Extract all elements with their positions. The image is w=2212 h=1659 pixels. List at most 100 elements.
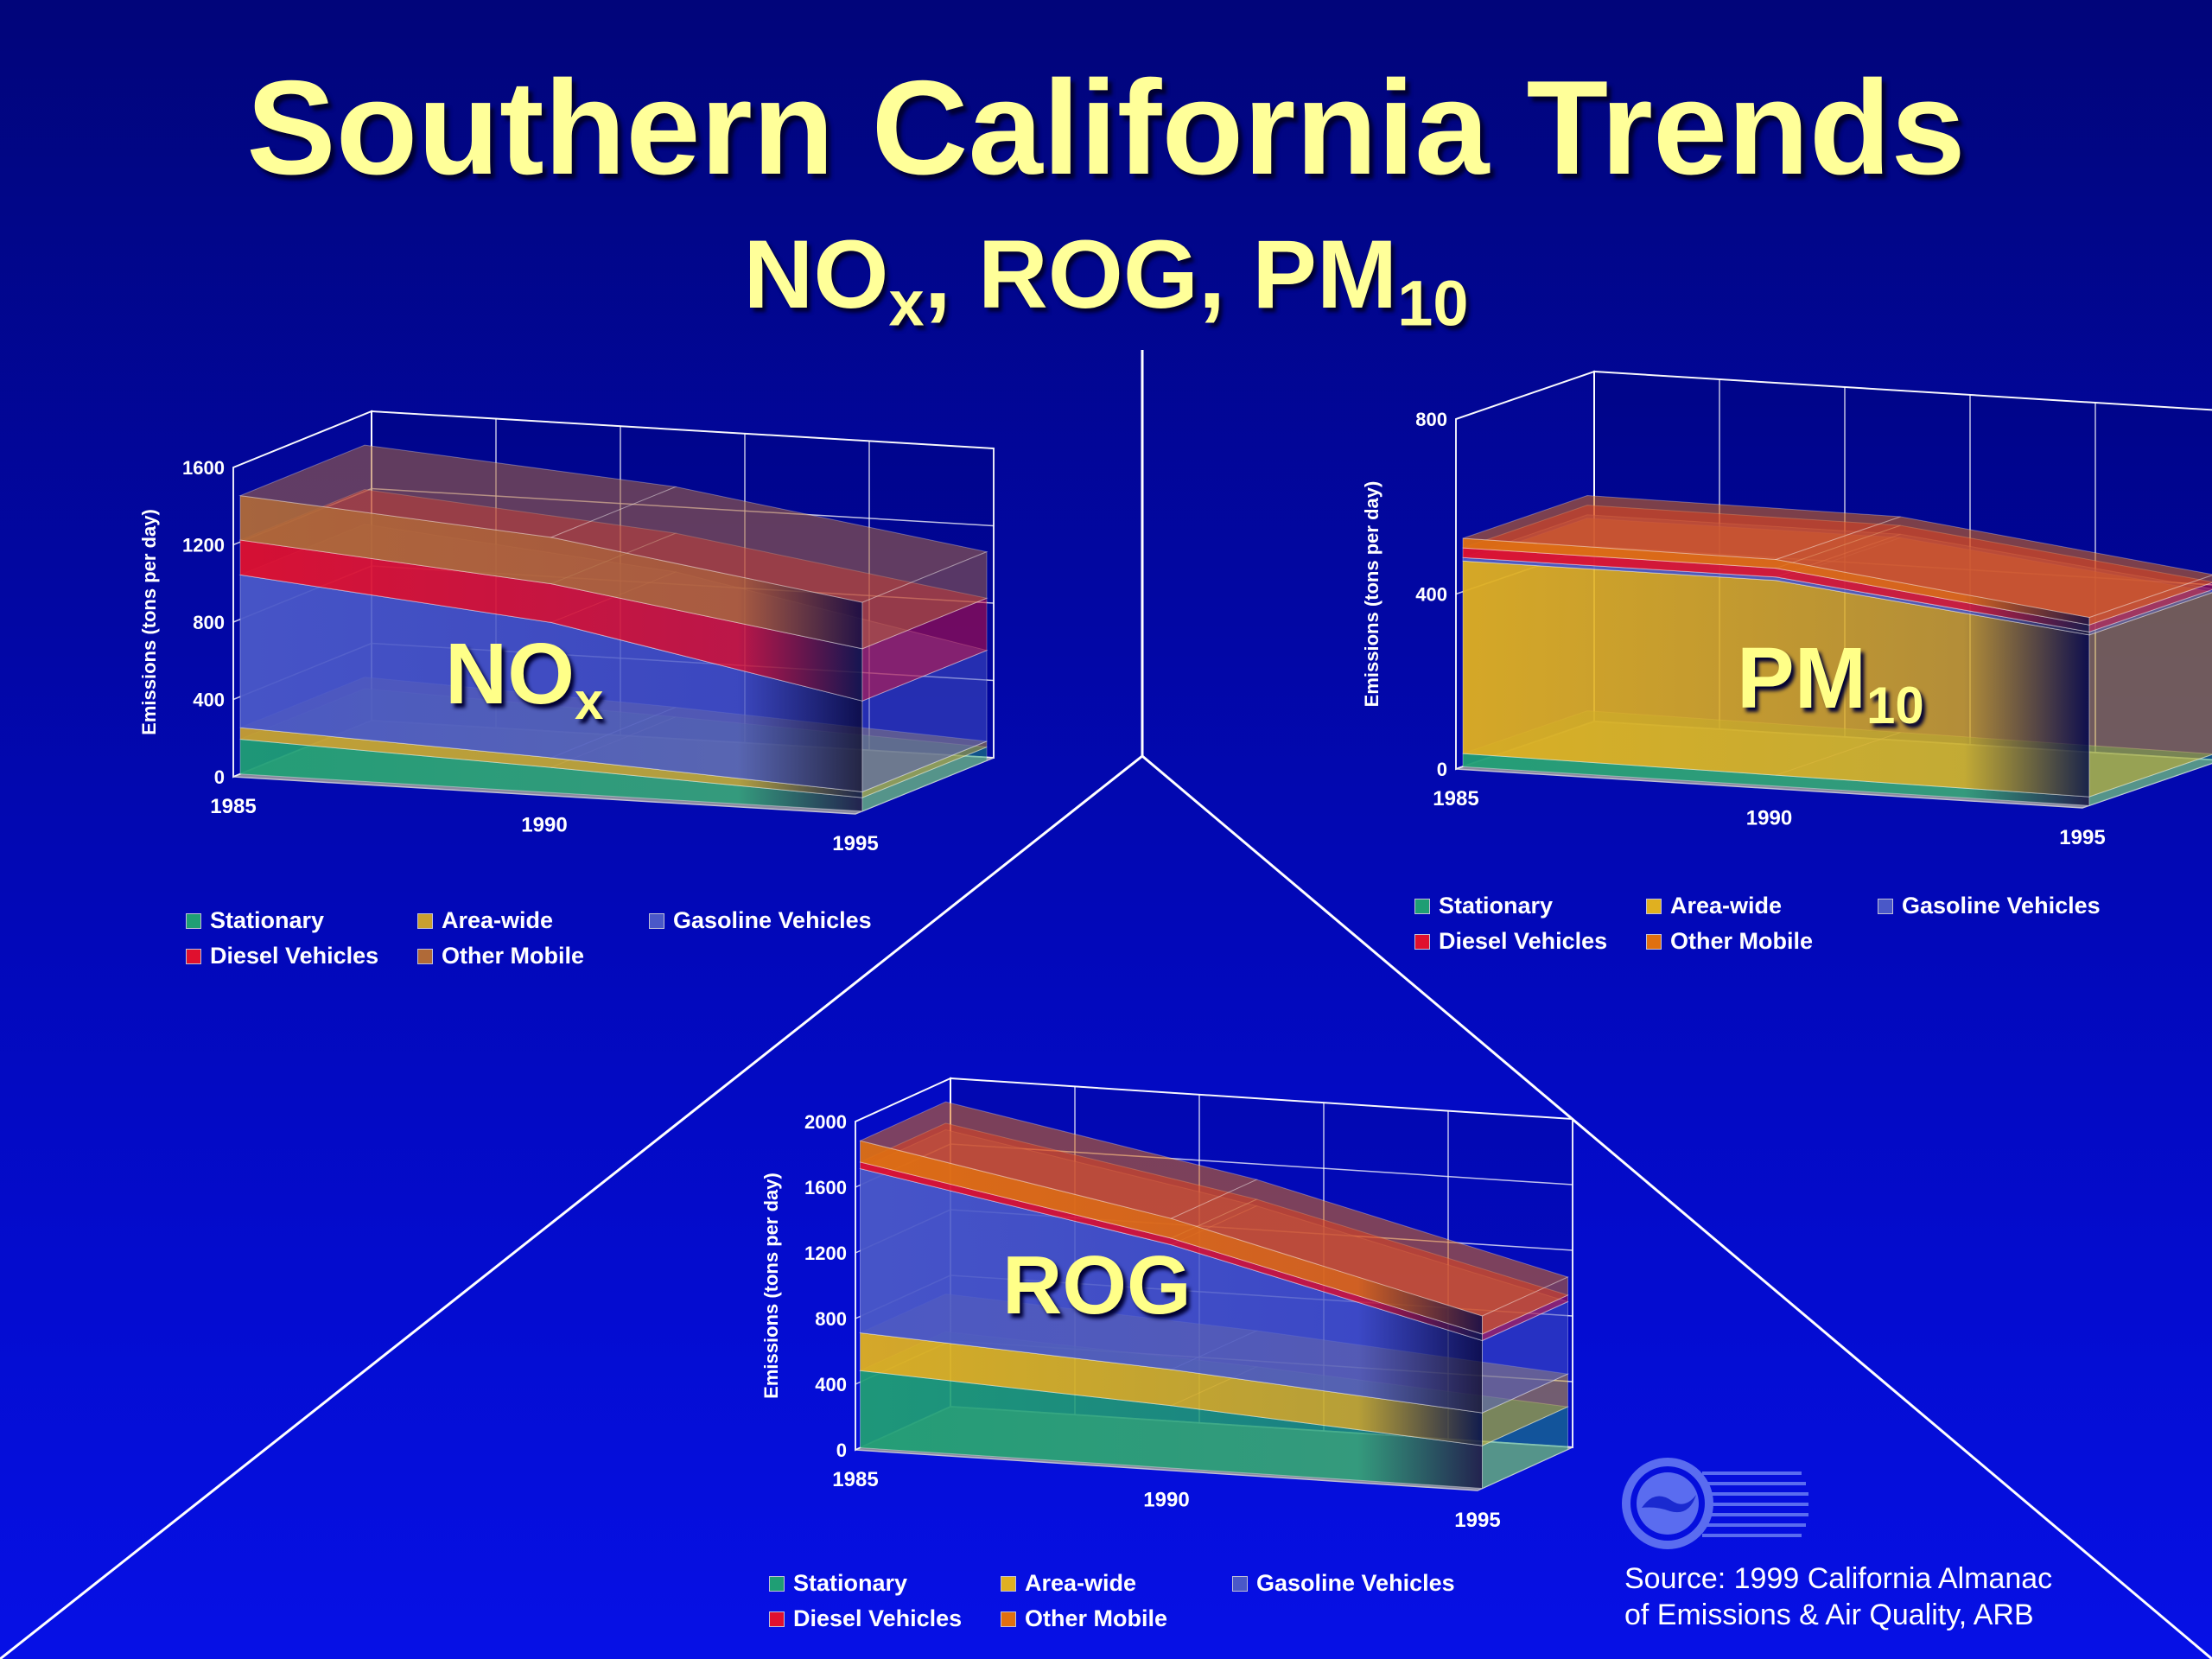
page-subtitle: NOx, ROG, PM10 xyxy=(0,226,2212,336)
rog-ytick-1600: 1600 xyxy=(804,1177,847,1198)
pm10-plot: 0 400 800 1985 1990 1995 Emissions (tons per d… xyxy=(1361,370,2212,849)
legend-item-diesel-vehicles: Diesel Vehicles xyxy=(186,943,417,969)
legend-swatch xyxy=(769,1575,785,1592)
nox-chart: 0 400 800 1200 1600 1985 1990 1995 Emissions (to… xyxy=(121,393,995,998)
legend-label: Gasoline Vehicles xyxy=(1256,1570,1455,1596)
legend-label: Stationary xyxy=(793,1570,908,1596)
rog-ytick-2000: 2000 xyxy=(804,1111,847,1133)
legend-label: Other Mobile xyxy=(1670,928,1814,954)
legend-label: Diesel Vehicles xyxy=(793,1605,963,1631)
nox-ytick-800: 800 xyxy=(193,612,225,633)
legend-label: Other Mobile xyxy=(1025,1605,1168,1631)
legend-swatch xyxy=(769,1611,785,1627)
legend-item-other-mobile: Other Mobile xyxy=(417,943,649,969)
rog-xtick-1995: 1995 xyxy=(1454,1509,1500,1532)
rog-label-main: ROG xyxy=(1002,1239,1192,1332)
rog-chart: 0 400 800 1200 1600 2000 1985 1990 1995 Emissions… xyxy=(709,1063,1573,1659)
pm10-legend: Stationary Area-wide Gasoline Vehicles Dies… xyxy=(1414,893,2128,955)
legend-swatch xyxy=(417,912,433,929)
pm10-gridline-2 xyxy=(1455,371,2212,420)
nox-label-main: NO xyxy=(445,626,575,722)
pm10-side-stationary xyxy=(2088,753,2212,807)
legend-label: Other Mobile xyxy=(442,943,585,969)
subtitle-nox: NO xyxy=(743,220,889,328)
legend-label: Stationary xyxy=(1439,893,1554,918)
legend-label: Gasoline Vehicles xyxy=(1902,893,2101,918)
legend-swatch xyxy=(649,912,664,929)
pm10-side-area-wide xyxy=(2088,592,2212,798)
pm10-ytick-800: 800 xyxy=(1415,409,1447,430)
legend-item-area-wide: Area-wide xyxy=(1001,1570,1232,1597)
legend-swatch xyxy=(1646,933,1662,950)
nox-legend: Stationary Area-wide Gasoline Vehicles Dies… xyxy=(186,907,899,969)
rog-ytick-1200: 1200 xyxy=(804,1243,847,1264)
pm10-label-main: PM xyxy=(1737,630,1866,727)
legend-label: Area-wide xyxy=(1025,1570,1137,1596)
legend-item-diesel-vehicles: Diesel Vehicles xyxy=(1414,928,1646,955)
legend-label: Diesel Vehicles xyxy=(1439,928,1608,954)
pm10-xtick-1985: 1985 xyxy=(1433,787,1478,810)
legend-item-gasoline-vehicles: Gasoline Vehicles xyxy=(649,907,899,934)
nox-xtick-1985: 1985 xyxy=(210,795,256,818)
legend-label: Diesel Vehicles xyxy=(210,943,379,969)
rog-ytick-400: 400 xyxy=(815,1374,847,1395)
pm10-side-diesel-vehicles xyxy=(2088,582,2212,633)
pm10-ytick-0: 0 xyxy=(1437,759,1447,780)
legend-item-stationary: Stationary xyxy=(1414,893,1646,919)
nox-xtick-1995: 1995 xyxy=(832,832,878,855)
subtitle-sub-10: 10 xyxy=(1397,267,1469,340)
subtitle-sub-x: x xyxy=(888,267,925,340)
pm10-big-label: PM10 xyxy=(1737,635,1924,732)
legend-swatch xyxy=(1232,1575,1248,1592)
pm10-ytick-400: 400 xyxy=(1415,584,1447,606)
legend-label: Area-wide xyxy=(442,907,554,933)
nox-ylabel: Emissions (tons per day) xyxy=(138,509,160,735)
nox-label-sub: x xyxy=(575,672,604,730)
rog-xtick-1985: 1985 xyxy=(832,1468,878,1491)
pm10-xtick-1990: 1990 xyxy=(1746,807,1792,830)
pm10-side-other-mobile xyxy=(2088,575,2212,626)
page-title: Southern California Trends xyxy=(246,53,1966,202)
nox-side-other-mobile xyxy=(861,550,988,650)
legend-item-area-wide: Area-wide xyxy=(417,907,649,934)
rog-xtick-1990: 1990 xyxy=(1143,1489,1189,1512)
pm10-xtick-1995: 1995 xyxy=(2059,826,2105,849)
nox-plot: 0 400 800 1200 1600 1985 1990 1995 Emissions (to… xyxy=(138,410,995,855)
nox-big-label: NOx xyxy=(445,631,603,728)
legend-label: Gasoline Vehicles xyxy=(673,907,872,933)
arb-logo-icon xyxy=(1622,1458,1808,1549)
nox-ytick-400: 400 xyxy=(193,690,225,711)
legend-item-other-mobile: Other Mobile xyxy=(1001,1605,1232,1632)
legend-swatch xyxy=(417,948,433,964)
source-line-1: Source: 1999 California Almanac xyxy=(1624,1562,2053,1595)
legend-swatch xyxy=(1878,898,1893,914)
rog-side-other-mobile xyxy=(1482,1276,1568,1335)
rog-plot: 0 400 800 1200 1600 2000 1985 1990 1995 Emissions… xyxy=(760,1077,1573,1532)
legend-item-gasoline-vehicles: Gasoline Vehicles xyxy=(1878,893,2128,919)
subtitle-rest: , ROG, PM xyxy=(924,220,1398,328)
legend-item-stationary: Stationary xyxy=(186,907,417,934)
legend-label: Area-wide xyxy=(1670,893,1783,918)
legend-swatch xyxy=(1001,1575,1016,1592)
pm10-side-gasoline-vehicles xyxy=(2088,588,2212,636)
pm10-ylabel: Emissions (tons per day) xyxy=(1361,481,1382,708)
legend-swatch xyxy=(1001,1611,1016,1627)
rog-ytick-0: 0 xyxy=(836,1440,847,1461)
nox-ytick-0: 0 xyxy=(214,766,225,788)
source-note: Source: 1999 California Almanac of Emiss… xyxy=(1624,1560,2052,1633)
legend-item-other-mobile: Other Mobile xyxy=(1646,928,1878,955)
legend-swatch xyxy=(186,912,201,929)
nox-gridline-4 xyxy=(232,410,995,468)
nox-ytick-1600: 1600 xyxy=(182,457,225,479)
legend-swatch xyxy=(186,948,201,964)
legend-label: Stationary xyxy=(210,907,325,933)
source-line-2: of Emissions & Air Quality, ARB xyxy=(1624,1599,2034,1631)
nox-xtick-1990: 1990 xyxy=(521,814,567,837)
legend-swatch xyxy=(1414,933,1430,950)
legend-item-diesel-vehicles: Diesel Vehicles xyxy=(769,1605,1001,1632)
rog-ytick-800: 800 xyxy=(815,1308,847,1330)
legend-item-stationary: Stationary xyxy=(769,1570,1001,1597)
legend-swatch xyxy=(1646,898,1662,914)
legend-item-gasoline-vehicles: Gasoline Vehicles xyxy=(1232,1570,1483,1597)
